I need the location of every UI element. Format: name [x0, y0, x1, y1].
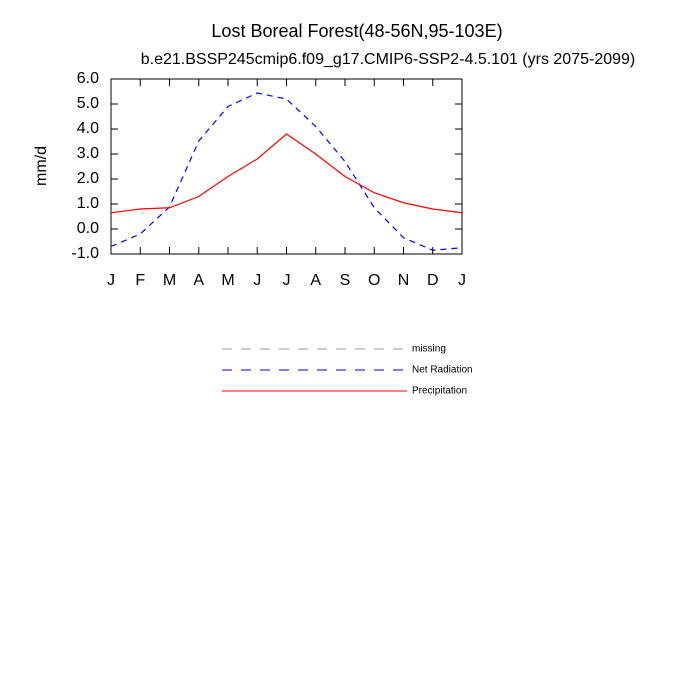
series-line [110, 133, 463, 214]
x-tick-label: N [398, 272, 410, 289]
y-tick-label: 2.0 [77, 170, 99, 187]
y-tick-label: 4.0 [77, 120, 99, 137]
x-tick-label: M [221, 272, 234, 289]
x-tick-label: J [283, 272, 291, 289]
y-axis-label: mm/d [33, 146, 50, 186]
x-tick-label: M [163, 272, 176, 289]
legend-label: Precipitation [412, 386, 467, 397]
x-tick-label: J [458, 272, 466, 289]
x-tick-label: O [368, 272, 380, 289]
legend-label: missing [412, 344, 446, 355]
x-tick-label: S [340, 272, 351, 289]
series-line [110, 92, 463, 251]
y-tick-label: 3.0 [77, 145, 99, 162]
x-tick-label: A [310, 272, 321, 289]
x-tick-label: F [135, 272, 145, 289]
chart-title: Lost Boreal Forest(48-56N,95-103E) [211, 21, 502, 41]
y-tick-label: 5.0 [77, 95, 99, 112]
chart-subtitle: b.e21.BSSP245cmip6.f09_g17.CMIP6-SSP2-4.… [141, 51, 636, 68]
x-tick-label: J [107, 272, 115, 289]
x-tick-label: J [253, 272, 261, 289]
legend-label: Net Radiation [412, 365, 473, 376]
y-tick-label: 1.0 [77, 195, 99, 212]
x-tick-label: D [427, 272, 439, 289]
x-tick-label: A [193, 272, 204, 289]
y-tick-label: 0.0 [77, 220, 99, 237]
y-tick-label: -1.0 [71, 245, 99, 262]
y-tick-label: 6.0 [77, 70, 99, 87]
